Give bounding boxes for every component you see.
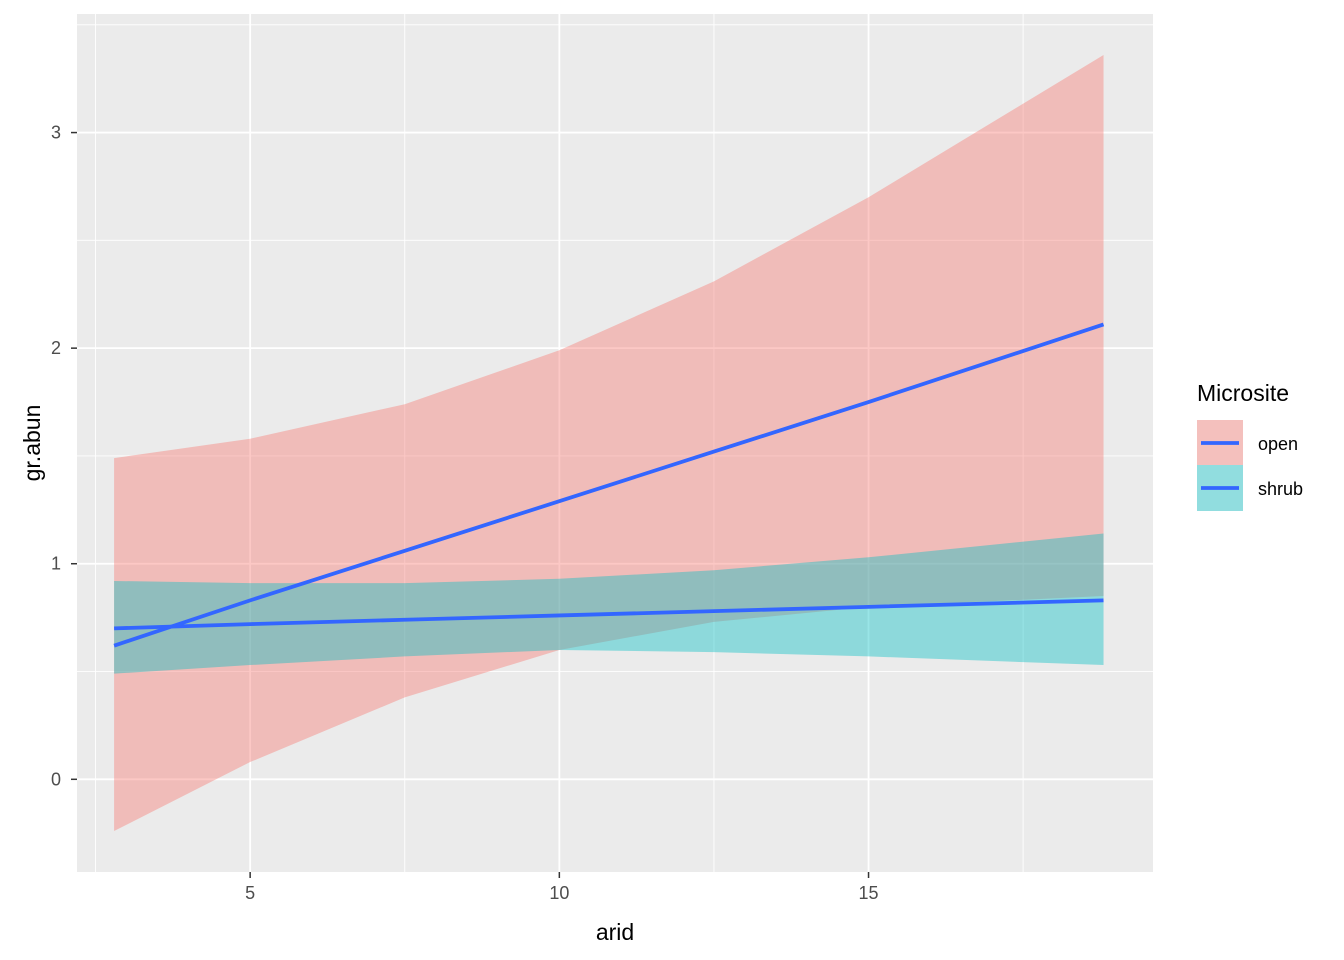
x-axis-title: arid [596,919,634,945]
y-axis-title: gr.abun [19,405,45,482]
line-shrub [114,598,1104,631]
confidence-ribbons [114,54,1104,832]
legend-label-shrub: shrub [1258,479,1303,499]
fit-lines [113,322,1105,648]
line-open [113,322,1105,648]
ribbon-shrub [114,533,1104,674]
axis-tick-labels: 5 10 15 0 1 2 3 [51,123,879,903]
axis-ticks [71,131,870,878]
x-tick-label: 10 [549,883,569,903]
x-tick-label: 15 [859,883,879,903]
y-tick-label: 2 [51,338,61,358]
grid-major [77,14,1153,872]
legend-label-open: open [1258,434,1298,454]
x-tick-label: 5 [245,883,255,903]
legend-keys [1197,420,1243,511]
grid-minor [77,14,1153,872]
y-tick-label: 3 [51,123,61,143]
y-tick-label: 0 [51,769,61,789]
legend-title: Microsite [1197,380,1289,406]
plot-panel [77,14,1153,872]
ribbon-open [114,54,1104,832]
y-tick-label: 1 [51,554,61,574]
legend: Microsite open shrub [1197,380,1303,511]
